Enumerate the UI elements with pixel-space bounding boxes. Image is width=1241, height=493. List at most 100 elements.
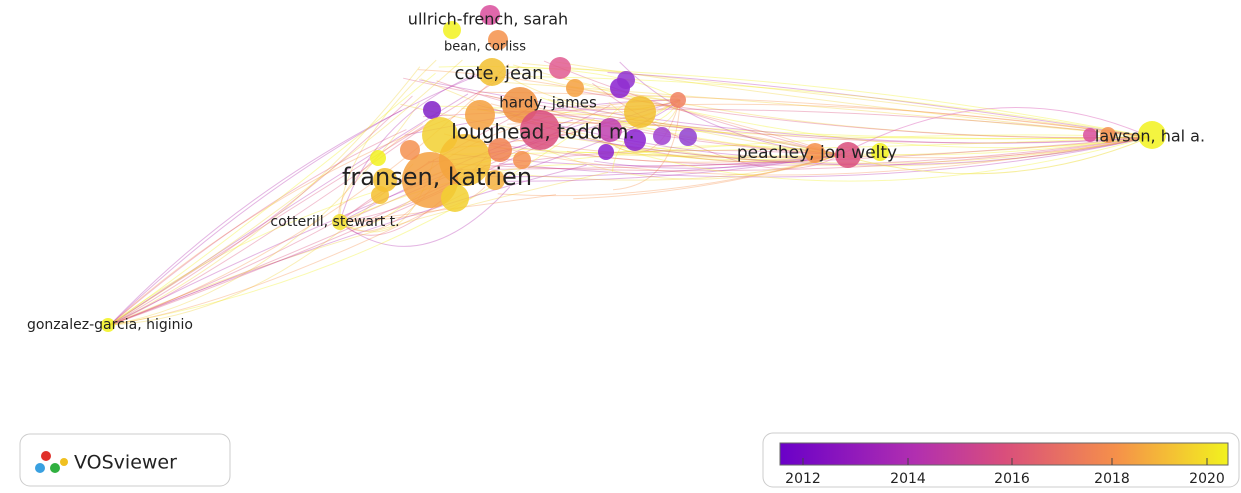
edge bbox=[109, 109, 402, 326]
node bbox=[371, 186, 389, 204]
edge bbox=[109, 129, 407, 326]
node bbox=[423, 101, 441, 119]
logo-box bbox=[19, 433, 231, 487]
node-label: loughead, todd m. bbox=[451, 120, 634, 144]
node bbox=[332, 214, 348, 230]
node bbox=[370, 150, 386, 166]
edge bbox=[528, 99, 681, 169]
edge bbox=[339, 74, 475, 223]
edge bbox=[522, 138, 841, 180]
edge bbox=[109, 160, 430, 326]
node-label: lawson, hal a. bbox=[1095, 127, 1205, 146]
edge bbox=[499, 136, 1151, 178]
edge bbox=[109, 66, 421, 326]
node bbox=[598, 144, 614, 160]
node bbox=[835, 142, 861, 168]
node bbox=[670, 92, 686, 108]
node bbox=[488, 30, 508, 50]
logo-text: VOSviewer bbox=[74, 452, 177, 474]
edge bbox=[109, 164, 587, 326]
node bbox=[400, 140, 420, 160]
edge bbox=[513, 64, 1151, 139]
tick-label: 2020 bbox=[1189, 471, 1225, 487]
tick-label: 2018 bbox=[1094, 471, 1130, 487]
edge bbox=[339, 186, 511, 247]
legend-ticks: 2012 2014 2016 2018 2020 bbox=[785, 458, 1225, 487]
edge bbox=[600, 99, 681, 153]
nodes bbox=[101, 5, 1166, 332]
node bbox=[520, 110, 560, 150]
node-label: ullrich-french, sarah bbox=[408, 10, 568, 29]
node-label: peachey, jon welty bbox=[737, 143, 897, 163]
edge bbox=[109, 63, 510, 326]
edge bbox=[461, 107, 1151, 140]
edge bbox=[486, 154, 841, 178]
edge bbox=[109, 117, 596, 326]
node bbox=[624, 129, 646, 151]
node bbox=[624, 96, 656, 128]
node-labels: ullrich-french, sarah bean, corliss cote, … bbox=[27, 10, 1205, 334]
node bbox=[441, 184, 469, 212]
edge bbox=[109, 192, 466, 326]
node bbox=[465, 100, 495, 130]
edge bbox=[339, 194, 557, 223]
tick-label: 2014 bbox=[890, 471, 926, 487]
node bbox=[1100, 127, 1116, 143]
edge bbox=[338, 123, 423, 223]
node-label: bean, corliss bbox=[444, 40, 526, 55]
edge bbox=[596, 139, 841, 161]
node bbox=[480, 5, 500, 25]
edge bbox=[508, 66, 1151, 138]
edge bbox=[839, 136, 1151, 175]
edge bbox=[109, 95, 413, 326]
edge bbox=[563, 77, 1151, 149]
node bbox=[1083, 128, 1097, 142]
edge bbox=[496, 70, 681, 110]
edge bbox=[607, 72, 1151, 138]
edge bbox=[109, 115, 456, 326]
node bbox=[549, 57, 571, 79]
edge bbox=[567, 88, 1151, 139]
edge bbox=[400, 103, 1151, 164]
edge bbox=[566, 150, 841, 163]
node bbox=[513, 151, 531, 169]
edge bbox=[468, 145, 841, 157]
edge bbox=[109, 102, 420, 326]
edge bbox=[543, 60, 841, 156]
node bbox=[871, 143, 889, 161]
edge bbox=[109, 133, 564, 326]
edge bbox=[511, 70, 681, 101]
edge bbox=[839, 107, 1151, 156]
edge bbox=[619, 61, 841, 156]
edge bbox=[109, 66, 520, 326]
edge bbox=[451, 136, 1151, 166]
edge bbox=[451, 136, 1151, 172]
edge bbox=[484, 154, 841, 181]
edge bbox=[109, 93, 469, 326]
tick-label: 2016 bbox=[994, 471, 1030, 487]
edge bbox=[339, 186, 486, 223]
node-label: cotterill, stewart t. bbox=[270, 214, 399, 230]
edge bbox=[436, 80, 841, 156]
node bbox=[1138, 121, 1166, 149]
node bbox=[653, 127, 671, 145]
edge bbox=[109, 72, 436, 326]
node bbox=[373, 168, 397, 192]
node bbox=[805, 143, 825, 163]
edge bbox=[501, 154, 841, 182]
edge bbox=[339, 59, 437, 223]
node bbox=[566, 79, 584, 97]
node bbox=[101, 318, 115, 332]
node bbox=[485, 170, 505, 190]
node bbox=[679, 128, 697, 146]
node-label: hardy, james bbox=[499, 94, 597, 112]
edge bbox=[109, 59, 463, 326]
node bbox=[443, 21, 461, 39]
edge bbox=[594, 154, 841, 169]
edge bbox=[521, 62, 1151, 138]
edge bbox=[594, 125, 1151, 140]
edge bbox=[109, 171, 609, 326]
edge bbox=[497, 154, 841, 197]
node bbox=[478, 58, 506, 86]
